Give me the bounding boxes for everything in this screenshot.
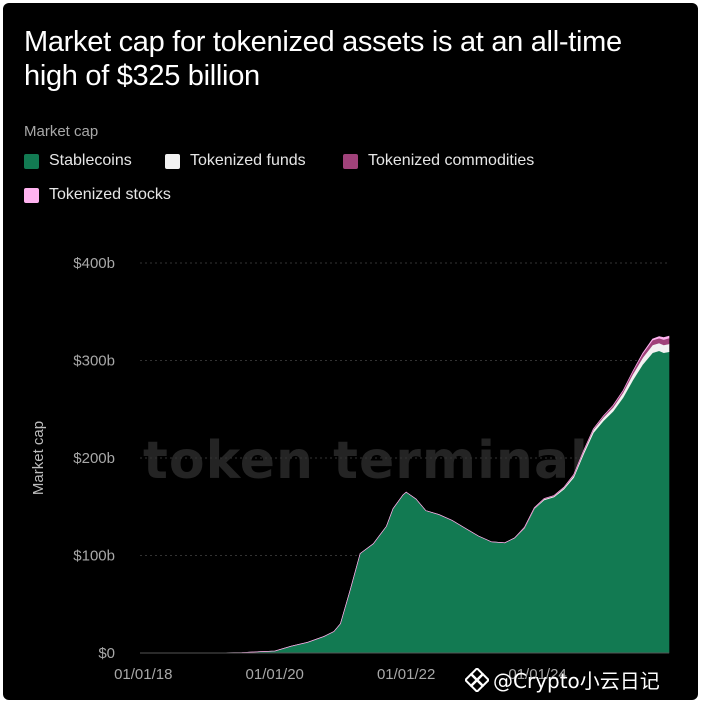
legend-swatch <box>24 153 39 169</box>
legend-label: Tokenized stocks <box>49 186 171 203</box>
y-tick-label: $200b <box>73 450 115 467</box>
x-tick-label: 01/01/22 <box>377 666 435 683</box>
legend-title: Market cap <box>24 123 99 140</box>
area-stablecoins <box>143 350 670 654</box>
legend-item-stablecoins[interactable]: Stablecoins <box>24 152 132 170</box>
y-axis-label: Market cap <box>30 421 47 495</box>
legend-item-tokenized-commodities[interactable]: Tokenized commodities <box>343 152 534 170</box>
y-tick-label: $100b <box>73 548 115 565</box>
token-terminal-watermark: token terminal_ <box>143 431 616 491</box>
corner-watermark: @Crypto小云日记 <box>465 665 660 694</box>
chart-card: Market cap for tokenized assets is at an… <box>3 3 698 700</box>
legend-item-tokenized-funds[interactable]: Tokenized funds <box>165 152 306 170</box>
legend-label: Tokenized commodities <box>368 152 535 169</box>
crypto-logo-icon <box>465 667 489 692</box>
chart-plot: $0 $100b $200b $300b $400b Market cap 01/01/18… <box>30 255 670 683</box>
x-tick-label: 01/01/20 <box>246 666 304 683</box>
x-tick-label: 01/01/24 <box>508 666 566 683</box>
legend-item-tokenized-stocks[interactable]: Tokenized stocks <box>24 186 171 204</box>
corner-watermark-text: @Crypto小云日记 <box>493 669 660 693</box>
area-tokenized-stocks <box>143 335 670 654</box>
chart-title: Market cap for tokenized assets is at an… <box>24 26 622 92</box>
y-tick-label: $300b <box>73 353 115 370</box>
x-tick-label: 01/01/18 <box>114 666 172 683</box>
legend-label: Stablecoins <box>49 152 132 169</box>
y-tick-label: $0 <box>98 645 115 662</box>
legend-label: Tokenized funds <box>190 152 306 169</box>
legend-swatch <box>24 187 39 203</box>
legend-swatch <box>343 153 358 169</box>
legend-swatch <box>165 153 180 169</box>
y-tick-label: $400b <box>73 255 115 272</box>
